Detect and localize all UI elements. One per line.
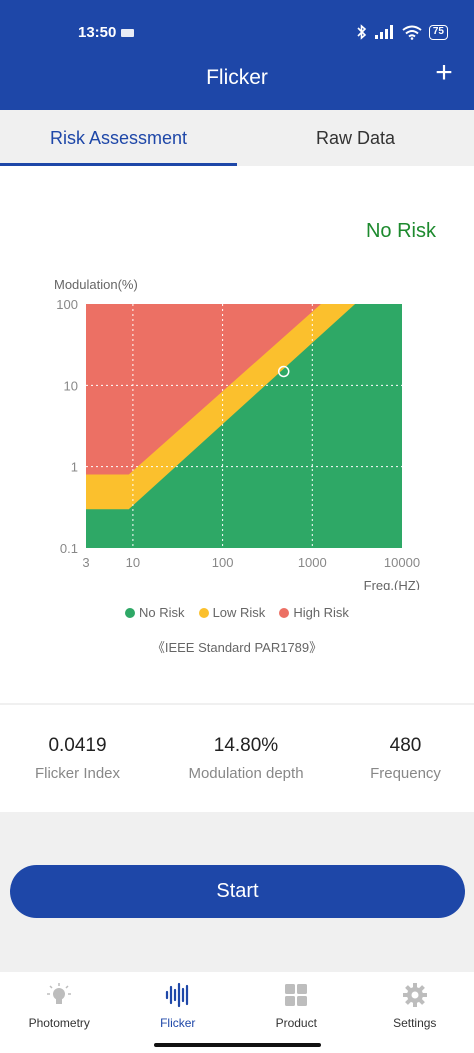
chart-legend: No Risk Low Risk High Risk	[0, 605, 474, 620]
home-indicator	[154, 1043, 321, 1047]
app-bar: 13:50 75 Flicker +	[0, 0, 474, 110]
metrics-row: 0.0419 Flicker Index 14.80% Modulation d…	[0, 733, 474, 782]
standard-note: 《IEEE Standard PAR1789》	[151, 640, 323, 655]
tab-raw-data[interactable]: Raw Data	[315, 128, 396, 148]
status-icons: 75	[356, 24, 448, 40]
flicker-index-value: 0.0419	[48, 735, 107, 756]
frequency-label: Frequency	[370, 765, 441, 782]
y-tick-label-1: 10	[64, 378, 78, 393]
legend-low-risk: Low Risk	[198, 605, 266, 620]
measurement-point	[277, 365, 290, 378]
legend-low-risk-dot	[198, 607, 209, 618]
status-notification-icon	[121, 29, 134, 37]
wifi-icon	[402, 25, 422, 40]
y-axis-title: Modulation(%)	[54, 277, 138, 292]
y-tick-label-3: 0.1	[60, 541, 78, 556]
metric-modulation-depth: 14.80% Modulation depth	[155, 733, 337, 782]
legend-high-risk: High Risk	[279, 605, 349, 620]
bottom-nav: Photometry Flicker Product	[0, 972, 474, 1053]
battery-indicator: 75	[428, 24, 448, 40]
legend-no-risk-dot	[125, 607, 136, 618]
risk-chart: 3 10 100 1000 10000 100 10 1 0.1 Modulation(%) Fre…	[0, 270, 474, 593]
frequency-value: 480	[389, 735, 422, 756]
grid-icon	[285, 984, 308, 1006]
modulation-depth-label: Modulation depth	[188, 765, 304, 782]
waveform-icon	[165, 982, 188, 1008]
nav-flicker-label: Flicker	[160, 1016, 196, 1030]
nav-settings-label: Settings	[393, 1016, 437, 1030]
nav-flicker[interactable]: Flicker	[119, 972, 238, 1053]
section-divider	[0, 703, 474, 705]
x-tick-label-3: 1000	[298, 555, 327, 570]
start-button[interactable]: Start	[10, 865, 465, 918]
bluetooth-icon	[357, 24, 367, 40]
legend-high-risk-dot	[279, 607, 290, 618]
bulb-icon	[47, 983, 72, 1004]
x-axis-title: Freq.(HZ)	[364, 578, 420, 590]
chart-svg: 3 10 100 1000 10000 100 10 1 0.1 Modulation(%) Fre…	[54, 277, 420, 593]
nav-photometry-label: Photometry	[28, 1016, 90, 1030]
legend-no-risk-label: No Risk	[139, 605, 185, 620]
nav-photometry[interactable]: Photometry	[0, 972, 119, 1053]
x-tick-label-2: 100	[212, 555, 234, 570]
page-title: Flicker	[206, 66, 268, 89]
signal-icon	[374, 25, 393, 39]
nav-product[interactable]: Product	[237, 972, 356, 1053]
y-tick-label-0: 100	[56, 297, 78, 312]
gear-icon	[402, 983, 427, 1007]
add-button[interactable]: +	[435, 56, 453, 89]
legend-no-risk: No Risk	[125, 605, 185, 620]
x-tick-label-0: 3	[82, 555, 89, 570]
no-risk-region	[86, 304, 402, 548]
metric-flicker-index: 0.0419 Flicker Index	[0, 733, 155, 782]
legend-high-risk-label: High Risk	[293, 605, 349, 620]
risk-result: No Risk	[365, 220, 436, 242]
x-tick-label-4: 10000	[384, 555, 420, 570]
nav-settings[interactable]: Settings	[356, 972, 474, 1053]
tab-bar: Risk Assessment Raw Data	[0, 110, 474, 166]
legend-low-risk-label: Low Risk	[212, 605, 266, 620]
nav-product-label: Product	[275, 1016, 317, 1030]
tab-risk-assessment[interactable]: Risk Assessment	[0, 110, 237, 166]
flicker-index-label: Flicker Index	[34, 765, 121, 782]
y-tick-label-2: 1	[71, 460, 78, 475]
status-time: 13:50	[78, 24, 117, 41]
modulation-depth-value: 14.80%	[213, 735, 279, 756]
x-tick-label-1: 10	[126, 555, 140, 570]
metric-frequency: 480 Frequency	[337, 733, 474, 782]
